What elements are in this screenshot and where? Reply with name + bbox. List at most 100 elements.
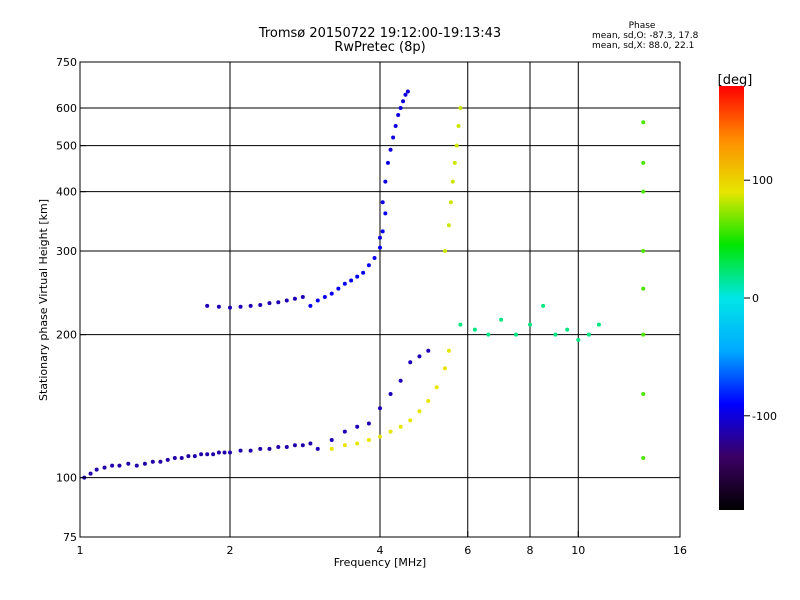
data-point	[258, 446, 263, 451]
data-point	[110, 463, 115, 468]
data-point	[94, 467, 99, 472]
data-point	[372, 256, 377, 261]
data-point	[454, 143, 459, 148]
data-point	[641, 120, 646, 125]
data-point	[199, 452, 204, 457]
data-point	[393, 123, 398, 128]
y-tick-label: 75	[63, 531, 77, 544]
phase-statistics-x-mode: mean, sd,X: 88.0, 22.1	[592, 41, 695, 51]
y-tick-label: 750	[56, 56, 77, 69]
data-point	[641, 332, 646, 337]
data-point	[142, 461, 147, 466]
data-point	[292, 296, 297, 301]
data-point	[238, 304, 243, 309]
data-point	[434, 385, 439, 390]
data-point	[417, 354, 422, 359]
colorbar-tick-label: 0	[752, 292, 759, 305]
data-point	[355, 274, 360, 279]
data-point	[380, 200, 385, 205]
data-point	[216, 304, 221, 309]
data-point	[248, 303, 253, 308]
data-point	[248, 448, 253, 453]
data-point	[388, 392, 393, 397]
data-point	[641, 160, 646, 165]
data-point	[514, 332, 519, 337]
y-tick-label: 300	[56, 245, 77, 258]
data-point	[408, 418, 413, 423]
y-axis: 75 100 200 300 400 500 600 750	[56, 56, 86, 544]
data-point	[355, 441, 360, 446]
y-tick-label: 500	[56, 140, 77, 153]
x-tick-label: 6	[464, 544, 471, 557]
data-point	[446, 348, 451, 353]
data-point	[322, 295, 327, 300]
data-point	[150, 459, 155, 464]
data-point	[576, 337, 581, 342]
data-point	[641, 286, 646, 291]
data-point	[88, 471, 93, 476]
data-point	[300, 295, 305, 300]
data-point	[378, 434, 382, 439]
y-tick-label: 100	[56, 472, 77, 485]
data-point	[329, 291, 334, 296]
data-point	[641, 249, 646, 254]
data-point	[565, 327, 570, 332]
data-point	[405, 89, 410, 94]
data-point	[456, 123, 461, 128]
x-tick-label: 2	[227, 544, 234, 557]
x-tick-label: 10	[571, 544, 585, 557]
data-point	[442, 366, 447, 371]
data-point	[426, 399, 431, 404]
data-point	[308, 303, 313, 308]
data-point	[388, 429, 393, 434]
colorbar-label: [deg]	[718, 73, 753, 88]
data-point	[499, 317, 504, 322]
data-point	[349, 278, 354, 283]
data-point	[336, 286, 341, 291]
data-point	[205, 303, 210, 308]
data-point	[408, 360, 413, 365]
data-point	[342, 429, 347, 434]
colorbar-gradient	[719, 86, 744, 510]
data-point	[211, 452, 216, 457]
data-point	[216, 450, 221, 455]
data-point	[401, 99, 406, 104]
data-point	[442, 249, 447, 254]
data-point	[641, 392, 646, 397]
y-tick-label: 600	[56, 102, 77, 115]
data-point	[292, 443, 297, 448]
data-point	[134, 463, 139, 468]
data-point	[378, 245, 382, 250]
data-point	[446, 223, 451, 228]
x-tick-label: 1	[77, 544, 84, 557]
data-point	[284, 298, 289, 303]
data-point	[342, 443, 347, 448]
data-point	[596, 322, 601, 327]
data-point	[172, 455, 177, 460]
data-point	[228, 305, 232, 310]
data-point	[315, 298, 320, 303]
data-point	[383, 179, 388, 184]
data-point	[228, 450, 232, 455]
data-point	[308, 441, 313, 446]
data-point	[528, 322, 532, 327]
data-point	[186, 454, 191, 459]
data-point	[222, 450, 227, 455]
data-point	[117, 463, 122, 468]
data-point	[396, 113, 401, 118]
data-point	[366, 438, 371, 443]
data-point	[403, 92, 408, 97]
data-point	[258, 302, 263, 307]
data-point	[398, 106, 403, 111]
data-point	[205, 452, 210, 457]
data-point	[553, 332, 558, 337]
data-point	[179, 455, 184, 460]
data-point	[315, 446, 320, 451]
data-point	[361, 270, 366, 275]
data-point	[586, 332, 591, 337]
grid-lines	[80, 62, 680, 537]
data-point	[398, 378, 403, 383]
colorbar-tick-label: -100	[752, 410, 777, 423]
x-axis-label: Frequency [MHz]	[334, 556, 426, 569]
data-point	[391, 135, 396, 140]
